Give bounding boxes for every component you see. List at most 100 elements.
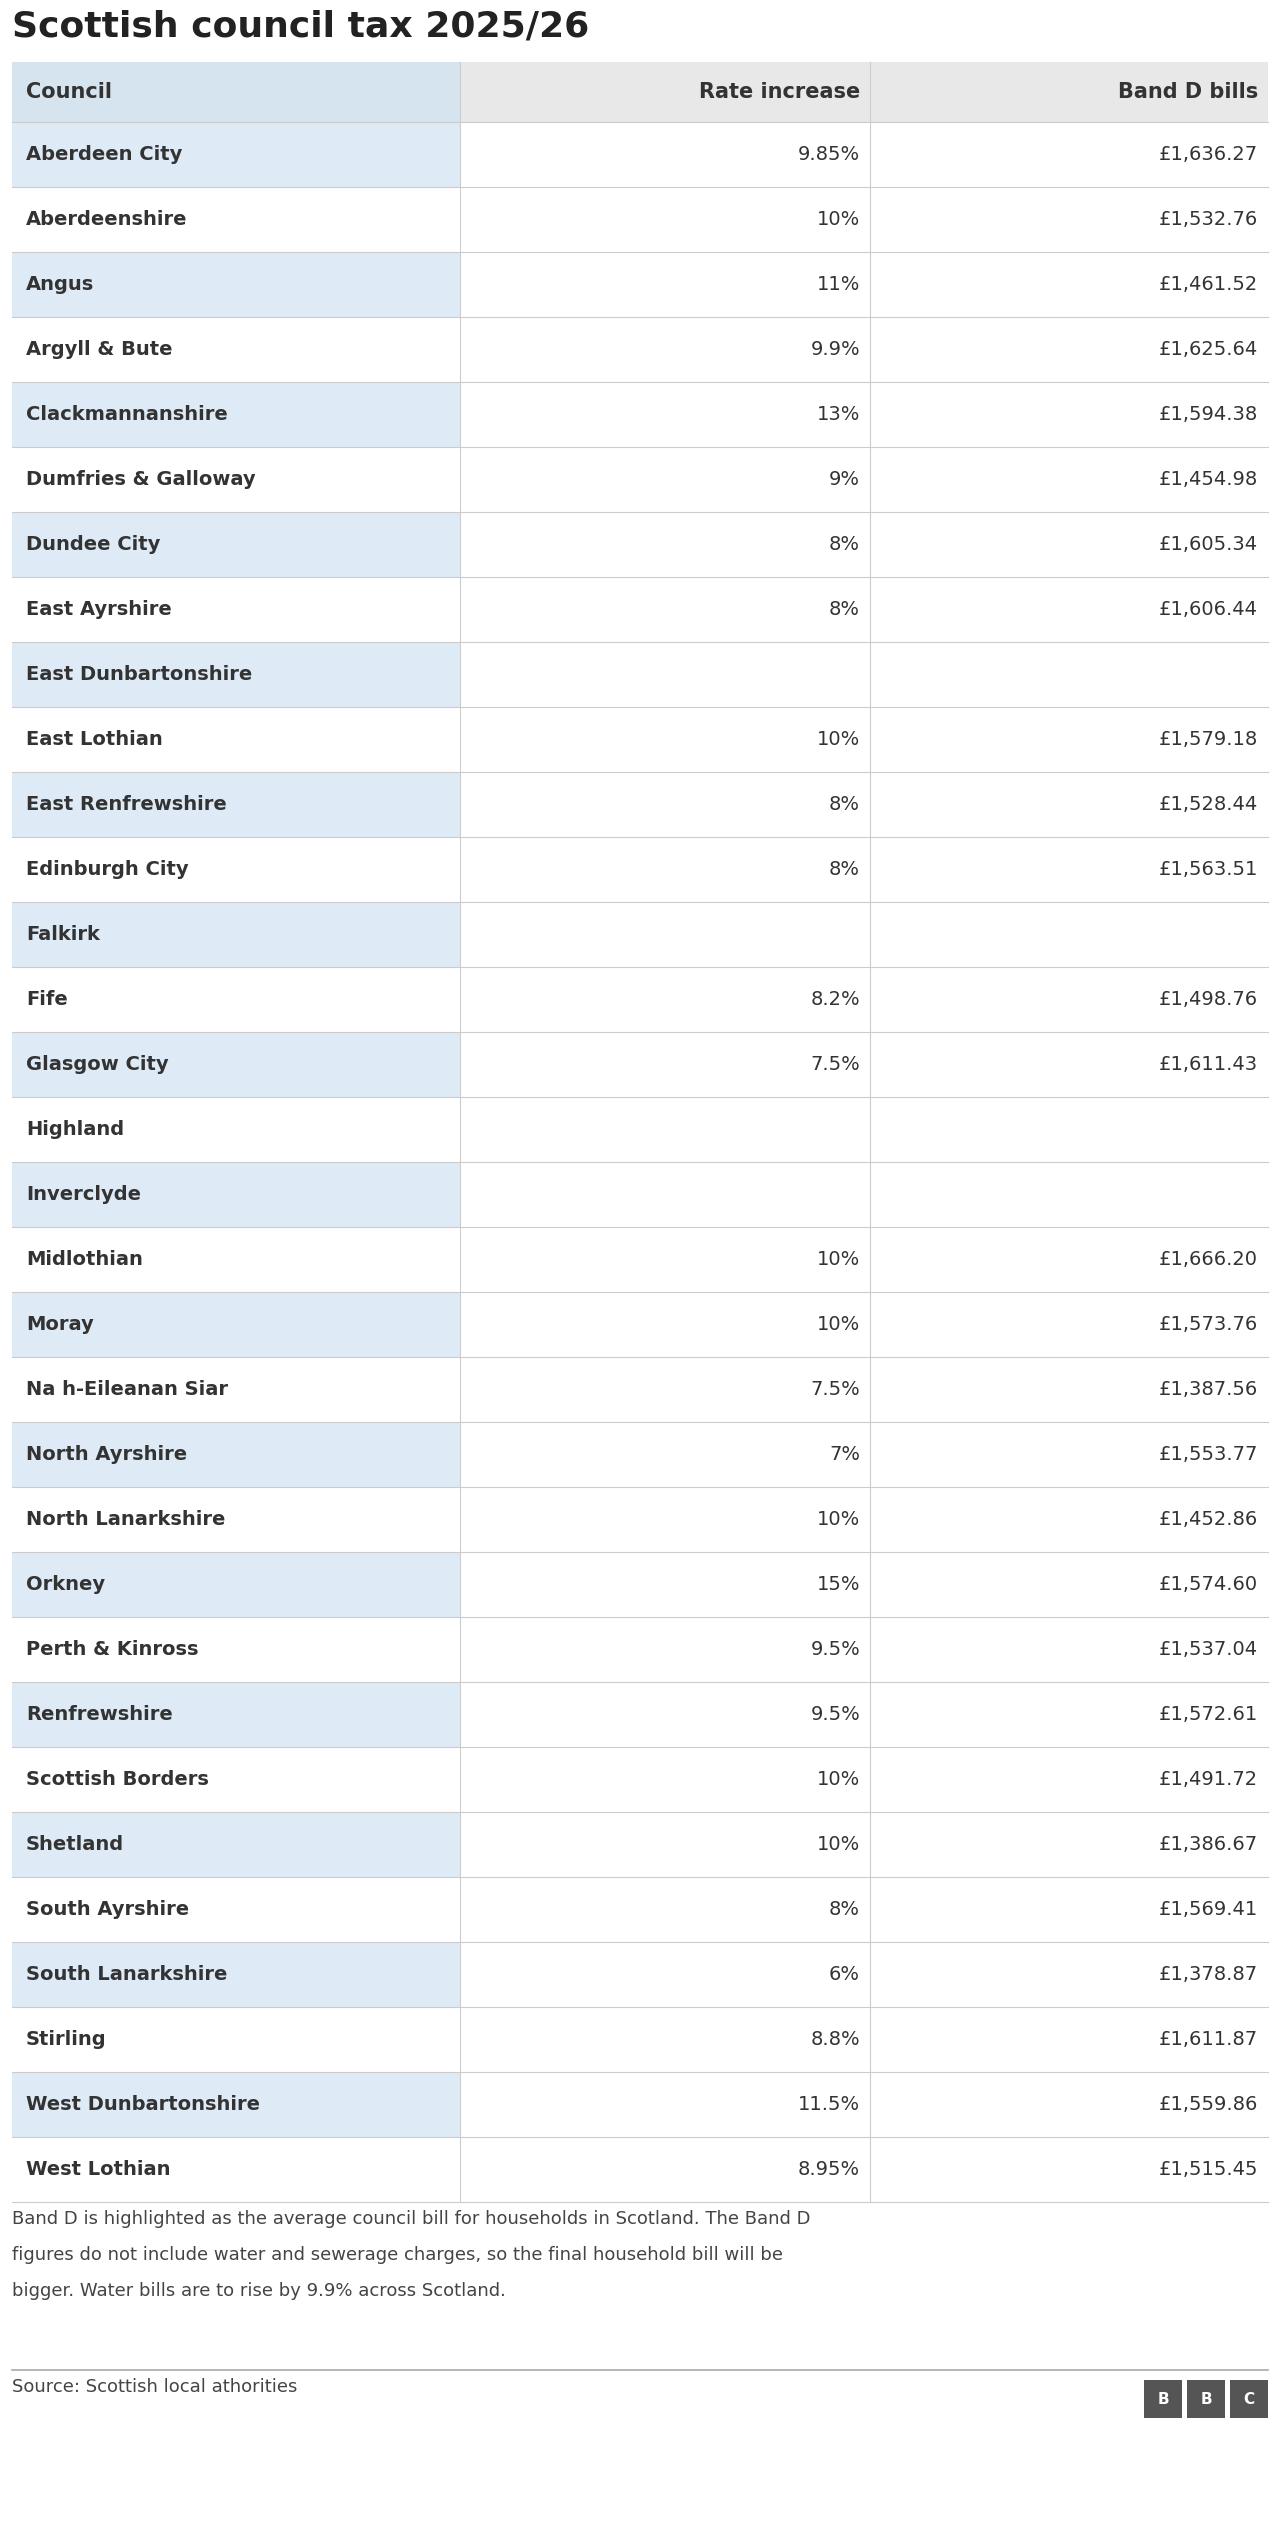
Text: Renfrewshire: Renfrewshire: [26, 1706, 173, 1723]
Text: East Lothian: East Lothian: [26, 731, 163, 749]
Text: £1,625.64: £1,625.64: [1158, 340, 1258, 358]
Text: 11%: 11%: [817, 274, 860, 294]
Bar: [12, 1553, 460, 1617]
Text: 10%: 10%: [817, 1315, 860, 1335]
Bar: [460, 642, 1268, 708]
Bar: [12, 772, 460, 838]
Text: Dundee City: Dundee City: [26, 536, 160, 553]
Text: North Lanarkshire: North Lanarkshire: [26, 1510, 225, 1528]
Bar: [12, 1487, 460, 1553]
Text: £1,452.86: £1,452.86: [1158, 1510, 1258, 1528]
Text: £1,515.45: £1,515.45: [1158, 2160, 1258, 2180]
Bar: [12, 2071, 460, 2137]
Bar: [12, 251, 460, 317]
Text: 8%: 8%: [829, 1901, 860, 1919]
Text: 15%: 15%: [817, 1576, 860, 1594]
Text: 10%: 10%: [817, 1510, 860, 1528]
Bar: [12, 1617, 460, 1683]
Text: 11.5%: 11.5%: [797, 2094, 860, 2114]
Text: East Renfrewshire: East Renfrewshire: [26, 794, 227, 815]
Text: £1,559.86: £1,559.86: [1158, 2094, 1258, 2114]
Text: Midlothian: Midlothian: [26, 1251, 143, 1269]
Text: North Ayrshire: North Ayrshire: [26, 1444, 187, 1464]
Text: 8%: 8%: [829, 536, 860, 553]
Text: 6%: 6%: [829, 1964, 860, 1985]
Text: Aberdeen City: Aberdeen City: [26, 145, 182, 165]
Text: Moray: Moray: [26, 1315, 93, 1335]
Text: Na h-Eileanan Siar: Na h-Eileanan Siar: [26, 1381, 228, 1398]
Bar: [460, 1162, 1268, 1226]
Text: 8.95%: 8.95%: [797, 2160, 860, 2180]
Bar: [460, 1292, 1268, 1358]
Text: £1,579.18: £1,579.18: [1158, 731, 1258, 749]
Text: £1,386.67: £1,386.67: [1158, 1835, 1258, 1853]
Bar: [460, 1812, 1268, 1878]
Text: 10%: 10%: [817, 211, 860, 228]
Text: West Lothian: West Lothian: [26, 2160, 170, 2180]
Text: Dumfries & Galloway: Dumfries & Galloway: [26, 470, 256, 490]
Text: Scottish Borders: Scottish Borders: [26, 1769, 209, 1789]
Bar: [12, 1812, 460, 1878]
Bar: [460, 1487, 1268, 1553]
Bar: [460, 838, 1268, 901]
Text: C: C: [1243, 2391, 1254, 2406]
Bar: [460, 1617, 1268, 1683]
Bar: [460, 2008, 1268, 2071]
Text: £1,569.41: £1,569.41: [1158, 1901, 1258, 1919]
Bar: [460, 1226, 1268, 1292]
Text: £1,605.34: £1,605.34: [1158, 536, 1258, 553]
Text: £1,666.20: £1,666.20: [1158, 1251, 1258, 1269]
Text: £1,537.04: £1,537.04: [1158, 1640, 1258, 1660]
Bar: [460, 2071, 1268, 2137]
Text: Aberdeenshire: Aberdeenshire: [26, 211, 187, 228]
Bar: [460, 1033, 1268, 1096]
Text: Angus: Angus: [26, 274, 95, 294]
Text: £1,611.87: £1,611.87: [1158, 2030, 1258, 2048]
Text: £1,532.76: £1,532.76: [1158, 211, 1258, 228]
Text: Glasgow City: Glasgow City: [26, 1056, 169, 1074]
Text: 9.5%: 9.5%: [810, 1706, 860, 1723]
Text: £1,498.76: £1,498.76: [1158, 990, 1258, 1010]
Text: £1,563.51: £1,563.51: [1158, 860, 1258, 878]
Bar: [12, 1421, 460, 1487]
Bar: [12, 1033, 460, 1096]
Text: 10%: 10%: [817, 1251, 860, 1269]
Bar: [460, 708, 1268, 772]
Text: 10%: 10%: [817, 731, 860, 749]
Text: Highland: Highland: [26, 1119, 124, 1140]
Bar: [460, 1878, 1268, 1942]
Text: £1,611.43: £1,611.43: [1158, 1056, 1258, 1074]
Text: £1,572.61: £1,572.61: [1158, 1706, 1258, 1723]
Text: Perth & Kinross: Perth & Kinross: [26, 1640, 198, 1660]
Bar: [460, 61, 1268, 122]
Text: 10%: 10%: [817, 1835, 860, 1853]
Text: £1,594.38: £1,594.38: [1158, 406, 1258, 424]
Bar: [12, 1683, 460, 1746]
Text: 8.8%: 8.8%: [810, 2030, 860, 2048]
Text: £1,573.76: £1,573.76: [1158, 1315, 1258, 1335]
Text: 7.5%: 7.5%: [810, 1381, 860, 1398]
Text: £1,574.60: £1,574.60: [1158, 1576, 1258, 1594]
Text: £1,528.44: £1,528.44: [1158, 794, 1258, 815]
Text: £1,553.77: £1,553.77: [1158, 1444, 1258, 1464]
Text: B: B: [1157, 2391, 1169, 2406]
Text: £1,378.87: £1,378.87: [1158, 1964, 1258, 1985]
Text: £1,606.44: £1,606.44: [1158, 599, 1258, 619]
Bar: [460, 901, 1268, 967]
Bar: [12, 1746, 460, 1812]
Bar: [460, 1096, 1268, 1162]
Text: Fife: Fife: [26, 990, 68, 1010]
Bar: [12, 61, 460, 122]
Text: £1,454.98: £1,454.98: [1158, 470, 1258, 490]
Text: Edinburgh City: Edinburgh City: [26, 860, 188, 878]
Bar: [12, 838, 460, 901]
Bar: [460, 967, 1268, 1033]
Text: West Dunbartonshire: West Dunbartonshire: [26, 2094, 260, 2114]
Text: Scottish council tax 2025/26: Scottish council tax 2025/26: [12, 10, 589, 43]
Bar: [12, 1096, 460, 1162]
Text: £1,461.52: £1,461.52: [1158, 274, 1258, 294]
Text: Rate increase: Rate increase: [699, 81, 860, 102]
Bar: [12, 1162, 460, 1226]
Text: East Ayrshire: East Ayrshire: [26, 599, 172, 619]
Text: Clackmannanshire: Clackmannanshire: [26, 406, 228, 424]
